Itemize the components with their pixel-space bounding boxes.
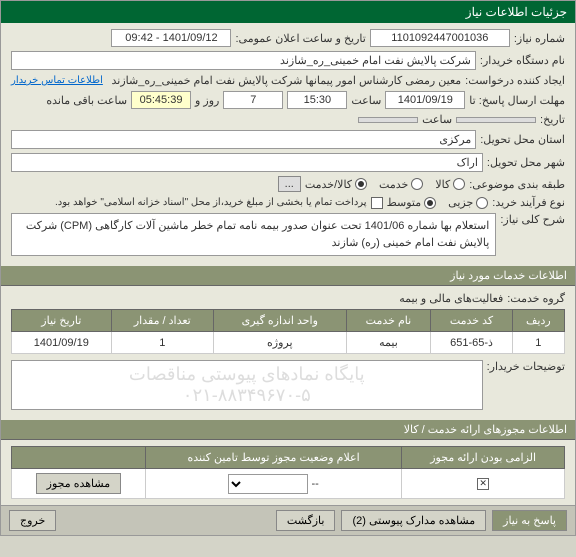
view-permit-button[interactable]: مشاهده مجوز xyxy=(36,473,121,494)
requester-field: شرکت پالایش نفت امام خمینی_ره_شازند xyxy=(11,51,476,70)
table-cell: 1 xyxy=(512,332,564,354)
permit-col-action xyxy=(12,447,146,469)
history-label: تاریخ: xyxy=(540,113,565,126)
purchase-radio-group: جزیی متوسط xyxy=(387,196,489,209)
table-cell: پروژه xyxy=(213,332,346,354)
services-section-header: اطلاعات خدمات مورد نیاز xyxy=(1,266,575,286)
need-number-field: 1101092447001036 xyxy=(370,29,510,47)
attachments-button[interactable]: مشاهده مدارک پیوستی (2) xyxy=(341,510,486,531)
requester-label: نام دستگاه خریدار: xyxy=(480,54,565,67)
need-number-label: شماره نیاز: xyxy=(514,32,565,45)
creator-label: ایجاد کننده درخواست: xyxy=(465,74,565,87)
days-field: 7 xyxy=(223,91,283,109)
purchase-type-label: نوع فرآیند خرید: xyxy=(492,196,565,209)
category-radio-group: کالا خدمت کالا/خدمت xyxy=(305,178,465,191)
history-date-field xyxy=(456,117,536,123)
keywords-label: شرح کلی نیاز: xyxy=(500,213,565,226)
buyer-notes-label: توضیحات خریدار: xyxy=(487,360,565,373)
announce-date-field: 1401/09/12 - 09:42 xyxy=(111,29,231,47)
table-header: تاریخ نیاز xyxy=(12,310,112,332)
category-browse-button[interactable]: ... xyxy=(278,176,301,192)
treasury-checkbox[interactable] xyxy=(371,197,383,209)
remaining-label: ساعت باقی مانده xyxy=(46,94,127,107)
permits-table: الزامی بودن ارائه مجوز اعلام وضعیت مجوز … xyxy=(11,446,565,499)
permit-action-cell: مشاهده مجوز xyxy=(12,469,146,499)
creator-value: معین رمضی کارشناس امور پیمانها شرکت پالا… xyxy=(107,74,461,87)
main-window: جزئیات اطلاعات نیاز شماره نیاز: 11010924… xyxy=(0,0,576,536)
table-cell: 1401/09/19 xyxy=(12,332,112,354)
keywords-field: استعلام بها شماره 1401/06 تحت عنوان صدور… xyxy=(11,213,496,256)
province-label: استان محل تحویل: xyxy=(480,133,565,146)
announce-label: تاریخ و ساعت اعلان عمومی: xyxy=(235,32,365,45)
permit-status-select[interactable] xyxy=(228,474,308,494)
table-row: 1ذ-65-651بیمهپروژه11401/09/19 xyxy=(12,332,565,354)
exit-button[interactable]: خروج xyxy=(9,510,56,531)
services-table: ردیفکد خدمتنام خدمتواحد اندازه گیریتعداد… xyxy=(11,309,565,354)
radio-service[interactable]: خدمت xyxy=(379,178,423,191)
titlebar: جزئیات اطلاعات نیاز xyxy=(1,1,575,23)
province-field: مرکزی xyxy=(11,130,476,149)
days-label: روز و xyxy=(195,94,219,107)
table-header: کد خدمت xyxy=(431,310,512,332)
city-label: شهر محل تحویل: xyxy=(487,156,565,169)
time-label-1: ساعت xyxy=(351,94,381,107)
buyer-notes-area: پایگاه نمادهای پیوستی مناقصات ۰۲۱-۸۸۳۴۹۶… xyxy=(11,360,483,410)
category-label: طبقه بندی موضوعی: xyxy=(469,178,565,191)
group-label: گروه خدمت: xyxy=(507,292,565,305)
contact-link[interactable]: اطلاعات تماس خریدار xyxy=(11,75,103,86)
permit-required-cell xyxy=(402,469,565,499)
table-cell: 1 xyxy=(111,332,213,354)
table-header: نام خدمت xyxy=(346,310,431,332)
back-button[interactable]: بازگشت xyxy=(276,510,336,531)
radio-low[interactable]: جزیی xyxy=(448,196,488,209)
radio-both[interactable]: کالا/خدمت xyxy=(305,178,367,191)
history-time-field xyxy=(358,117,418,123)
remaining-time-field: 05:45:39 xyxy=(131,91,191,109)
main-form: شماره نیاز: 1101092447001036 تاریخ و ساع… xyxy=(1,23,575,266)
radio-medium[interactable]: متوسط xyxy=(387,196,437,209)
watermark-text: پایگاه نمادهای پیوستی مناقصات ۰۲۱-۸۸۳۴۹۶… xyxy=(129,364,365,406)
table-header: تعداد / مقدار xyxy=(111,310,213,332)
city-field: اراک xyxy=(11,153,483,172)
radio-goods[interactable]: کالا xyxy=(435,178,465,191)
permits-section-header: اطلاعات مجوزهای ارائه خدمت / کالا xyxy=(1,420,575,440)
table-cell: ذ-65-651 xyxy=(431,332,512,354)
permit-col-status: اعلام وضعیت مجوز توسط تامین کننده xyxy=(145,447,402,469)
deadline-time-field: 15:30 xyxy=(287,91,347,109)
permit-col-required: الزامی بودن ارائه مجوز xyxy=(402,447,565,469)
permit-required-checkbox xyxy=(477,478,489,490)
deadline-date-field: 1401/09/19 xyxy=(385,91,465,109)
table-header: ردیف xyxy=(512,310,564,332)
footer-bar: پاسخ به نیاز مشاهده مدارک پیوستی (2) باز… xyxy=(1,505,575,535)
table-cell: بیمه xyxy=(346,332,431,354)
permit-status-cell: -- xyxy=(145,469,402,499)
group-value: فعالیت‌های مالی و بیمه xyxy=(399,292,503,305)
reply-button[interactable]: پاسخ به نیاز xyxy=(492,510,567,531)
table-header: واحد اندازه گیری xyxy=(213,310,346,332)
deadline-label: مهلت ارسال پاسخ: تا xyxy=(469,94,565,107)
time-label-2: ساعت xyxy=(422,113,452,126)
purchase-note: پرداخت تمام یا بخشی از مبلغ خرید،از محل … xyxy=(55,197,367,208)
